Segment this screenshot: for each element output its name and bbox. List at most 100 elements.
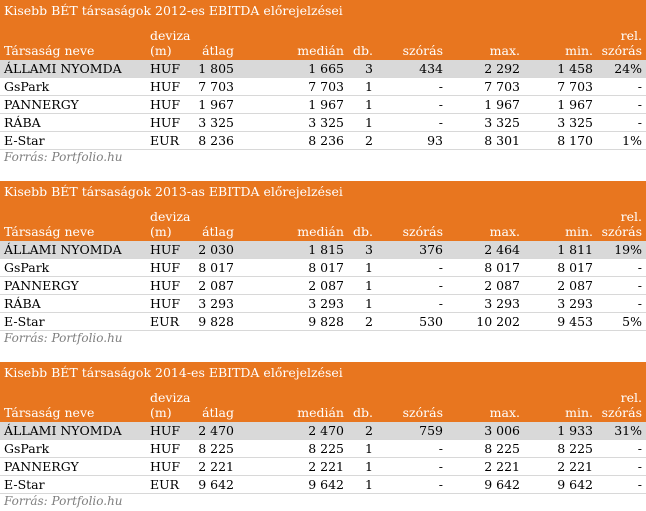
header-count: db. (353, 405, 373, 420)
cell-average: 1 805 (198, 61, 234, 76)
cell-relative-stdev: - (637, 97, 642, 112)
cell-max: 7 703 (484, 79, 520, 94)
cell-count: 3 (365, 61, 373, 76)
header-min: min. (565, 224, 593, 239)
cell-average: 3 325 (198, 115, 234, 130)
cell-stdev: 93 (427, 133, 443, 148)
cell-count: 1 (365, 459, 373, 474)
header-median: medián (297, 405, 344, 420)
cell-company-name: ÁLLAMI NYOMDA (4, 242, 122, 257)
cell-stdev: - (438, 441, 443, 456)
cell-currency: HUF (150, 296, 181, 311)
cell-company-name: GsPark (4, 79, 50, 94)
source-note: Forrás: Portfolio.hu (4, 331, 123, 345)
cell-max: 8 017 (484, 260, 520, 275)
table-row: PANNERGY HUF 2 087 2 087 1 - 2 087 2 087 - (0, 277, 646, 295)
cell-stdev: - (438, 477, 443, 492)
cell-stdev: - (438, 278, 443, 293)
cell-relative-stdev: - (637, 477, 642, 492)
cell-currency: HUF (150, 79, 181, 94)
header-rel-line1: rel. (620, 390, 642, 405)
source-note: Forrás: Portfolio.hu (4, 494, 123, 508)
cell-median: 1 665 (308, 61, 344, 76)
header-median: medián (297, 43, 344, 58)
cell-min: 8 017 (557, 260, 593, 275)
header-relative-stdev: rel. szórás (602, 390, 642, 420)
header-rel-line2: szórás (601, 224, 642, 239)
cell-count: 2 (365, 133, 373, 148)
header-max: max. (489, 224, 520, 239)
cell-currency: EUR (150, 314, 180, 329)
cell-min: 1 967 (557, 97, 593, 112)
cell-company-name: GsPark (4, 260, 50, 275)
cell-median: 2 087 (308, 278, 344, 293)
cell-count: 3 (365, 242, 373, 257)
table-row: ÁLLAMI NYOMDA HUF 2 030 1 815 3 376 2 464 1 811… (0, 241, 646, 259)
cell-currency: HUF (150, 61, 181, 76)
cell-stdev: - (438, 97, 443, 112)
header-currency-line2: (m) (150, 43, 172, 58)
cell-min: 1 933 (557, 423, 593, 438)
cell-relative-stdev: - (637, 278, 642, 293)
cell-min: 3 293 (557, 296, 593, 311)
table-title: Kisebb BÉT társaságok 2013-as EBITDA elő… (0, 181, 646, 203)
cell-max: 1 967 (484, 97, 520, 112)
cell-min: 3 325 (557, 115, 593, 130)
table-title: Kisebb BÉT társaságok 2014-es EBITDA elő… (0, 362, 646, 384)
cell-max: 8 225 (484, 441, 520, 456)
header-currency-line2: (m) (150, 405, 172, 420)
header-max: max. (489, 405, 520, 420)
cell-average: 1 967 (198, 97, 234, 112)
cell-relative-stdev: - (637, 441, 642, 456)
cell-currency: EUR (150, 133, 180, 148)
table-header-row: Társaság neve deviza (m) átlag medián db. szór… (0, 203, 646, 241)
cell-relative-stdev: - (637, 79, 642, 94)
table-row: GsPark HUF 7 703 7 703 1 - 7 703 7 703 - (0, 78, 646, 96)
table-row: RÁBA HUF 3 325 3 325 1 - 3 325 3 325 - (0, 114, 646, 132)
cell-relative-stdev: 19% (614, 242, 642, 257)
cell-average: 7 703 (198, 79, 234, 94)
header-rel-line1: rel. (620, 28, 642, 43)
table-row: E-Star EUR 9 642 9 642 1 - 9 642 9 642 - (0, 476, 646, 494)
header-max: max. (489, 43, 520, 58)
table-spacer (0, 167, 646, 181)
cell-average: 2 470 (198, 423, 234, 438)
forecast-table: Kisebb BÉT társaságok 2012-es EBITDA elő… (0, 0, 646, 167)
cell-average: 9 642 (198, 477, 234, 492)
cell-max: 8 301 (484, 133, 520, 148)
header-stdev: szórás (402, 224, 443, 239)
cell-stdev: - (438, 79, 443, 94)
cell-count: 1 (365, 296, 373, 311)
header-average: átlag (202, 224, 234, 239)
cell-median: 9 642 (308, 477, 344, 492)
cell-relative-stdev: 24% (614, 61, 642, 76)
cell-relative-stdev: - (637, 115, 642, 130)
cell-average: 2 221 (198, 459, 234, 474)
cell-company-name: RÁBA (4, 296, 41, 311)
cell-median: 7 703 (308, 79, 344, 94)
cell-average: 3 293 (198, 296, 234, 311)
cell-currency: HUF (150, 459, 181, 474)
cell-max: 3 293 (484, 296, 520, 311)
table-row: E-Star EUR 9 828 9 828 2 530 10 202 9 453 5% (0, 313, 646, 331)
cell-company-name: PANNERGY (4, 459, 79, 474)
cell-stdev: - (438, 296, 443, 311)
cell-average: 9 828 (198, 314, 234, 329)
cell-stdev: 434 (419, 61, 443, 76)
cell-count: 1 (365, 441, 373, 456)
cell-average: 2 030 (198, 242, 234, 257)
table-row: PANNERGY HUF 1 967 1 967 1 - 1 967 1 967 - (0, 96, 646, 114)
table-header-row: Társaság neve deviza (m) átlag medián db. szór… (0, 22, 646, 60)
cell-count: 2 (365, 314, 373, 329)
cell-max: 3 006 (484, 423, 520, 438)
header-stdev: szórás (402, 405, 443, 420)
cell-average: 2 087 (198, 278, 234, 293)
cell-currency: HUF (150, 97, 181, 112)
header-company-name: Társaság neve (4, 43, 95, 58)
header-rel-line2: szórás (601, 405, 642, 420)
header-median: medián (297, 224, 344, 239)
table-row: GsPark HUF 8 017 8 017 1 - 8 017 8 017 - (0, 259, 646, 277)
table-row: E-Star EUR 8 236 8 236 2 93 8 301 8 170 1% (0, 132, 646, 150)
header-average: átlag (202, 43, 234, 58)
cell-count: 1 (365, 278, 373, 293)
